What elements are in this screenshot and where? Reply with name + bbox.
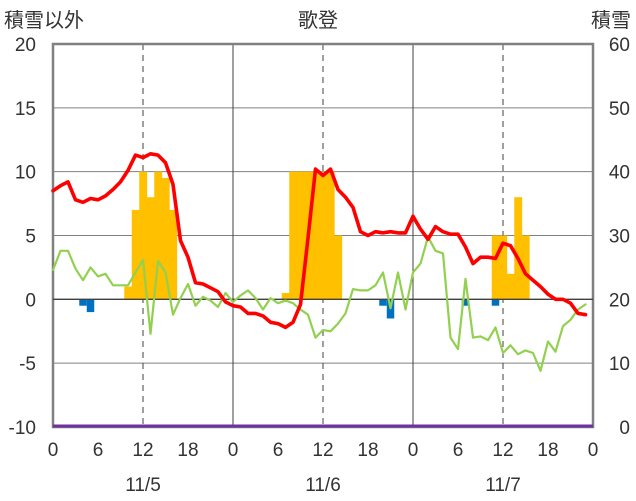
snow-bar: [491, 235, 500, 300]
x-tick-label: 18: [177, 440, 198, 461]
snow-bar: [124, 286, 133, 300]
right-axis-title: 積雪: [591, 8, 631, 32]
snow-bar: [326, 171, 335, 300]
snow-bar: [139, 171, 148, 300]
precip-bar: [379, 299, 387, 306]
date-labels: 11/5 11/6 11/7: [125, 475, 521, 496]
x-tick-label: 6: [453, 440, 464, 461]
left-tick-label: 5: [25, 227, 36, 248]
snow-bar: [154, 171, 163, 300]
left-axis-title: 積雪以外: [4, 8, 84, 32]
plot-frame: [51, 42, 595, 429]
x-tick-label: 0: [408, 440, 419, 461]
left-tick-label: -5: [19, 354, 36, 375]
snow-bar: [131, 209, 140, 300]
x-tick-label: 18: [357, 440, 378, 461]
right-tick-label: 30: [609, 227, 630, 248]
precip-bar: [461, 299, 470, 306]
left-tick-label: -10: [9, 418, 36, 439]
x-tick-label: 18: [537, 440, 558, 461]
right-tick-label: 0: [619, 418, 630, 439]
x-tick-label: 6: [93, 440, 104, 461]
right-tick-label: 10: [609, 354, 630, 375]
snow-bar: [169, 209, 178, 300]
snow-bar: [499, 235, 508, 300]
x-axis-ticks: 0 6 12 18 0 6 12 18 0 6 12 18 0: [48, 440, 599, 461]
date-label: 11/5: [125, 475, 161, 496]
snow-bar: [146, 197, 155, 300]
x-tick-label: 12: [132, 440, 153, 461]
chart-title: 歌登: [298, 8, 338, 32]
right-tick-label: 20: [609, 290, 630, 311]
precip-bar: [491, 299, 500, 306]
series-lines: [51, 152, 588, 372]
left-tick-label: 20: [15, 35, 36, 56]
x-tick-label: 12: [312, 440, 333, 461]
date-label: 11/6: [305, 475, 341, 496]
snow-bar: [514, 197, 523, 300]
red-series-line: [51, 152, 588, 330]
snow-bar: [296, 171, 305, 300]
left-tick-label: 10: [15, 163, 36, 184]
date-label: 11/7: [485, 475, 521, 496]
x-tick-label: 6: [273, 440, 284, 461]
snow-bar: [521, 235, 530, 300]
precip-bar: [86, 299, 95, 313]
x-tick-label: 0: [48, 440, 59, 461]
precip-bar: [79, 299, 87, 306]
snow-bar: [319, 171, 328, 300]
x-tick-label: 0: [588, 440, 599, 461]
left-axis-ticks: -10 -5 0 5 10 15 20: [9, 35, 36, 439]
right-tick-label: 40: [609, 163, 630, 184]
snow-bar: [289, 171, 298, 300]
green-series-line: [51, 235, 587, 372]
right-tick-label: 60: [609, 35, 630, 56]
snow-bar: [334, 235, 343, 300]
snow-bar: [281, 292, 290, 300]
right-axis-ticks: 0 10 20 30 40 50 60: [609, 35, 630, 439]
snow-bar: [161, 178, 170, 300]
left-tick-label: 0: [25, 290, 36, 311]
left-tick-label: 15: [15, 99, 36, 120]
x-tick-label: 0: [228, 440, 239, 461]
snow-bar: [506, 273, 515, 300]
snow-bar: [311, 171, 320, 300]
right-tick-label: 50: [609, 99, 630, 120]
x-tick-label: 12: [492, 440, 513, 461]
